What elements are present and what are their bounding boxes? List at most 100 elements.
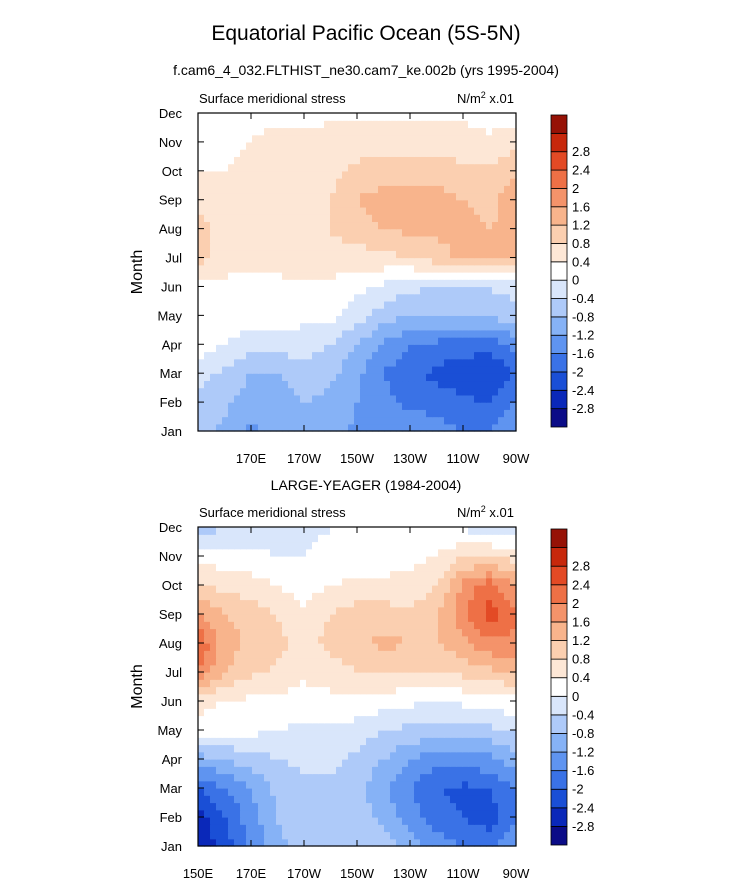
field-cell bbox=[450, 744, 457, 753]
field-cell bbox=[432, 527, 439, 535]
y-tick-label: Feb bbox=[160, 810, 182, 825]
field-cell bbox=[324, 235, 331, 244]
field-cell bbox=[498, 592, 505, 601]
field-cell bbox=[342, 838, 349, 847]
field-cell bbox=[480, 708, 487, 717]
field-cell bbox=[210, 373, 217, 382]
field-cell bbox=[300, 650, 307, 659]
field-cell bbox=[390, 113, 397, 121]
field-cell bbox=[414, 650, 421, 659]
field-cell bbox=[204, 221, 211, 230]
field-cell bbox=[288, 286, 295, 295]
field-cell bbox=[486, 365, 493, 374]
field-cell bbox=[336, 628, 343, 637]
field-cell bbox=[420, 795, 427, 804]
field-cell bbox=[294, 337, 301, 345]
field-cell bbox=[246, 337, 253, 345]
field-cell bbox=[342, 766, 349, 775]
field-cell bbox=[234, 127, 241, 136]
field-cell bbox=[480, 773, 487, 782]
field-cell bbox=[210, 759, 217, 767]
field-cell bbox=[318, 402, 325, 410]
field-cell bbox=[252, 541, 259, 550]
field-cell bbox=[408, 585, 415, 593]
field-cell bbox=[384, 315, 391, 324]
field-cell bbox=[420, 817, 427, 825]
field-cell bbox=[480, 759, 487, 767]
field-cell bbox=[480, 730, 487, 738]
field-cell bbox=[282, 185, 289, 194]
field-cell bbox=[228, 592, 235, 601]
field-cell bbox=[366, 351, 373, 360]
field-cell bbox=[246, 672, 253, 680]
field-cell bbox=[384, 563, 391, 572]
field-cell bbox=[306, 744, 313, 753]
field-cell bbox=[270, 170, 277, 179]
field-cell bbox=[396, 394, 403, 403]
field-cell bbox=[498, 163, 505, 172]
field-cell bbox=[198, 686, 205, 695]
field-cell bbox=[468, 838, 475, 847]
field-cell bbox=[390, 802, 397, 811]
field-cell bbox=[288, 315, 295, 324]
field-cell bbox=[486, 156, 493, 165]
field-cell bbox=[246, 592, 253, 601]
field-cell bbox=[396, 300, 403, 309]
field-cell bbox=[366, 315, 373, 324]
field-cell bbox=[306, 722, 313, 731]
field-cell bbox=[300, 577, 307, 586]
field-cell bbox=[480, 337, 487, 345]
y-tick-label: Oct bbox=[162, 578, 183, 593]
field-cell bbox=[378, 228, 385, 237]
field-cell bbox=[306, 264, 313, 273]
field-cell bbox=[264, 657, 271, 666]
field-cell bbox=[276, 831, 283, 840]
field-cell bbox=[498, 286, 505, 295]
field-cell bbox=[330, 556, 337, 564]
field-cell bbox=[234, 221, 241, 230]
field-cell bbox=[498, 766, 505, 775]
field-cell bbox=[384, 686, 391, 695]
colorbar-box bbox=[550, 658, 568, 679]
field-cell bbox=[354, 163, 361, 172]
field-cell bbox=[300, 308, 307, 316]
field-cell bbox=[402, 809, 409, 818]
field-cell bbox=[450, 715, 457, 724]
field-cell bbox=[228, 744, 235, 753]
field-cell bbox=[312, 795, 319, 804]
field-cell bbox=[414, 337, 421, 345]
field-cell bbox=[480, 585, 487, 593]
field-cell bbox=[486, 214, 493, 223]
field-cell bbox=[504, 795, 511, 804]
field-cell bbox=[228, 759, 235, 767]
field-cell bbox=[222, 809, 229, 818]
field-cell bbox=[474, 838, 481, 847]
field-cell bbox=[264, 679, 271, 688]
field-cell bbox=[294, 635, 301, 644]
field-cell bbox=[210, 657, 217, 666]
field-cell bbox=[330, 279, 337, 288]
field-cell bbox=[396, 643, 403, 651]
field-cell bbox=[234, 838, 241, 847]
field-cell bbox=[222, 380, 229, 389]
field-cell bbox=[210, 548, 217, 557]
field-cell bbox=[474, 192, 481, 201]
field-cell bbox=[510, 206, 517, 215]
field-cell bbox=[264, 199, 271, 208]
field-cell bbox=[402, 409, 409, 418]
field-cell bbox=[222, 773, 229, 782]
field-cell bbox=[444, 394, 451, 403]
field-cell bbox=[246, 599, 253, 608]
field-cell bbox=[408, 308, 415, 316]
field-cell bbox=[426, 192, 433, 201]
field-cell bbox=[288, 206, 295, 215]
field-cell bbox=[510, 228, 517, 237]
field-cell bbox=[342, 802, 349, 811]
field-cell bbox=[366, 141, 373, 150]
field-cell bbox=[246, 206, 253, 215]
field-cell bbox=[264, 541, 271, 550]
field-cell bbox=[258, 635, 265, 644]
field-cell bbox=[414, 409, 421, 418]
field-cell bbox=[354, 657, 361, 666]
field-cell bbox=[354, 730, 361, 738]
